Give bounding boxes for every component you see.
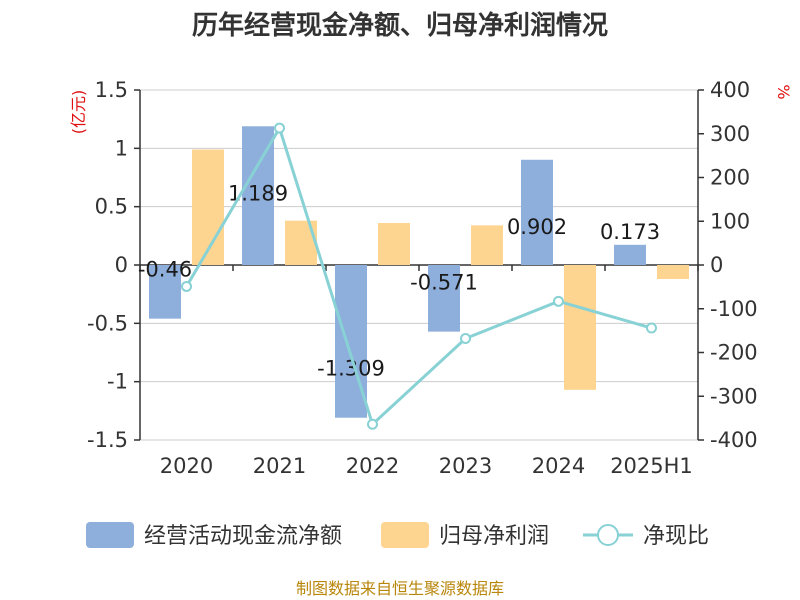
bar — [378, 223, 410, 265]
left-tick-label: 0 — [115, 253, 128, 277]
legend-label: 归母净利润 — [439, 524, 549, 549]
right-tick-label: -200 — [710, 341, 758, 365]
right-tick-label: 100 — [710, 209, 750, 233]
x-tick-label: 2021 — [253, 454, 306, 478]
bar — [564, 265, 596, 390]
chart-title: 历年经营现金净额、归母净利润情况 — [192, 10, 608, 41]
data-label: -0.46 — [138, 258, 192, 282]
source-note: 制图数据来自恒生聚源数据库 — [296, 579, 504, 598]
left-tick-label: -0.5 — [87, 311, 128, 335]
x-tick-label: 2020 — [160, 454, 213, 478]
legend: 经营活动现金流净额 归母净利润 净现比 — [86, 522, 709, 549]
right-tick-label: 200 — [710, 166, 750, 190]
bar — [471, 225, 503, 265]
plot-area: 1.5 1 0.5 0 -0.5 -1 -1.5 400 300 200 100 0 -100 -200 -… — [87, 78, 758, 478]
right-tick-label: -400 — [710, 428, 758, 452]
left-tick-label: 1.5 — [95, 78, 128, 102]
right-tick-label: -100 — [710, 297, 758, 321]
left-tick-label: -1 — [107, 370, 128, 394]
legend-label: 经营活动现金流净额 — [144, 524, 342, 549]
legend-marker — [597, 524, 619, 546]
data-label: 0.173 — [600, 220, 660, 244]
left-tick-label: 1 — [115, 136, 128, 160]
x-tick-label: 2024 — [532, 454, 585, 478]
bar — [192, 149, 224, 265]
x-tick-label: 2023 — [439, 454, 492, 478]
legend-swatch — [86, 522, 134, 548]
right-tick-label: 300 — [710, 122, 750, 146]
right-axis-unit: % — [774, 84, 793, 99]
bar — [149, 265, 181, 319]
line-point — [274, 122, 285, 134]
right-tick-label: 400 — [710, 78, 750, 102]
line-series — [185, 124, 652, 427]
right-tick-label: 0 — [710, 253, 723, 277]
line-point — [553, 295, 564, 307]
x-tick-label: 2022 — [346, 454, 399, 478]
data-label: 0.902 — [507, 215, 567, 239]
bar — [614, 244, 646, 265]
bar — [521, 159, 553, 265]
left-tick-label: -1.5 — [87, 428, 128, 452]
right-tick-label: -300 — [710, 384, 758, 408]
bar — [428, 265, 460, 332]
line-point — [181, 280, 192, 292]
legend-swatch — [381, 522, 429, 548]
left-tick-label: 0.5 — [95, 195, 128, 219]
legend-label: 净现比 — [643, 524, 709, 549]
line-point — [646, 322, 657, 334]
line-point — [367, 418, 378, 430]
data-label: -0.571 — [410, 271, 478, 295]
line-point — [460, 333, 471, 344]
bar — [657, 265, 689, 279]
left-axis-unit: (亿元) — [69, 90, 88, 135]
x-tick-label: 2025H1 — [610, 454, 693, 478]
